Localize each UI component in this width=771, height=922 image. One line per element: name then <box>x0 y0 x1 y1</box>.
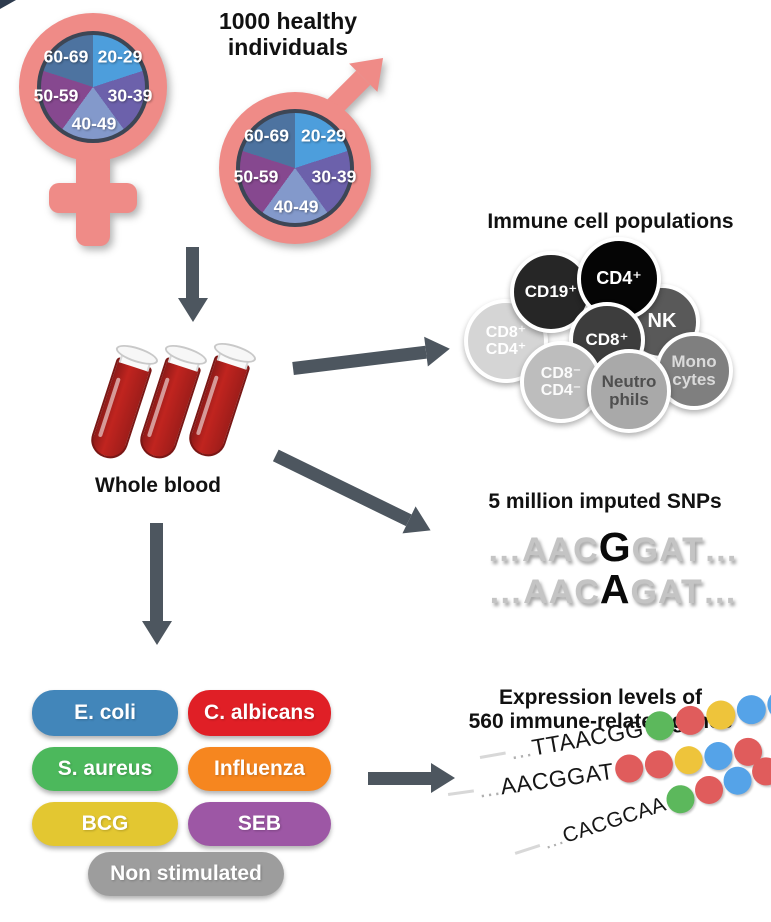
stimulus-pill-label: S. aureus <box>57 757 153 780</box>
snp-seq-suffix: GAT… <box>630 573 738 611</box>
snp-variant-allele: G <box>598 524 632 570</box>
stimulus-pill-label: Non stimulated <box>110 862 262 885</box>
age-group-label: 20-29 <box>301 125 346 146</box>
snp-variant-allele: A <box>599 566 631 612</box>
age-group-label: 50-59 <box>233 166 279 187</box>
stimulus-pill-label: Influenza <box>213 757 305 780</box>
immune-cell-neutrophils: Neutro phils <box>587 349 671 433</box>
expression-dot-red <box>673 703 708 738</box>
snp-seq-prefix: …AAC <box>488 573 600 611</box>
cell-label-line: CD4⁻ <box>540 382 582 399</box>
age-group-label: 40-49 <box>71 113 117 134</box>
cell-label-line: CD8⁺ <box>485 323 527 341</box>
cell-label-line: CD8⁺ <box>585 329 629 349</box>
cell-label-line: CD19⁺ <box>524 281 578 301</box>
age-group-label: 30-39 <box>311 166 357 187</box>
arrow-cohort-to-blood <box>178 247 208 322</box>
stimulus-pill-bcg: BCG <box>32 802 178 846</box>
female-symbol-stem <box>76 150 110 246</box>
immune-cells-title: Immune cell populations <box>487 210 734 233</box>
expression-dot-red <box>691 772 727 808</box>
expression-dot-red <box>613 752 646 785</box>
cell-label-line: Mono <box>671 351 717 371</box>
expression-dot-yellow <box>703 698 738 732</box>
stimulus-pill-c-albicans: C. albicans <box>188 690 331 736</box>
stimulus-pill-label: SEB <box>237 812 282 835</box>
stimulus-pill-seb: SEB <box>188 802 331 846</box>
arrow-blood-to-cells <box>291 333 452 383</box>
cohort-title: 1000 healthy individuals <box>178 8 398 61</box>
cohort-title-line2: individuals <box>227 34 349 61</box>
corner-artifact <box>0 0 16 9</box>
age-group-label: 20-29 <box>97 46 143 67</box>
snp-sequence-2: …AACAGAT… <box>448 566 771 613</box>
female-age-pie-chart: 20-29 30-39 40-49 50-59 60-69 <box>33 31 152 143</box>
arrow-blood-to-stimulations <box>142 523 172 645</box>
whole-blood-label: Whole blood <box>95 474 221 497</box>
male-age-pie-chart: 20-29 30-39 40-49 50-59 60-69 <box>233 109 357 227</box>
read-lead-line <box>479 751 506 759</box>
cohort-title-line1: 1000 healthy <box>218 8 358 34</box>
arrow-shaft <box>292 345 427 375</box>
expression-dot-blue <box>765 687 771 722</box>
cell-label-line: cytes <box>672 370 716 389</box>
expression-dot-green <box>663 781 699 817</box>
stimulus-pill-influenza: Influenza <box>188 747 331 791</box>
stimulus-pill-e-coli: E. coli <box>32 690 178 736</box>
expression-title-line1: Expression levels of <box>498 686 703 709</box>
male-symbol-ring <box>219 92 371 244</box>
cell-label-line: phils <box>609 390 649 409</box>
stimulus-pill-label: BCG <box>81 812 129 835</box>
expression-dot-yellow <box>673 744 705 776</box>
arrow-head <box>142 621 172 645</box>
stimulus-pill-label: C. albicans <box>204 701 315 724</box>
age-group-label: 60-69 <box>43 46 89 67</box>
snp-seq-suffix: GAT… <box>631 531 739 569</box>
arrow-head <box>431 763 455 793</box>
read-lead-line <box>514 843 541 855</box>
expression-dot-blue <box>734 692 769 727</box>
stimulus-pill-s-aureus: S. aureus <box>32 747 178 791</box>
arrow-blood-to-snps <box>269 442 438 544</box>
arrow-head <box>424 333 452 367</box>
arrow-shaft <box>150 523 164 621</box>
snps-title: 5 million imputed SNPs <box>488 490 722 513</box>
read-lead-line <box>447 788 474 796</box>
stimulus-pill-non-stimulated: Non stimulated <box>88 852 284 896</box>
arrow-head <box>178 298 208 322</box>
female-symbol-ring <box>19 13 167 161</box>
expression-dot-blue <box>702 740 735 772</box>
cell-label-line: NK <box>647 310 677 333</box>
age-group-label: 60-69 <box>244 125 289 146</box>
arrow-stimulations-to-expression <box>368 763 455 793</box>
arrow-shaft <box>368 771 431 785</box>
age-group-label: 40-49 <box>273 196 319 217</box>
cell-label-line: CD4⁺ <box>485 341 527 358</box>
male-arrow-shaft <box>310 70 371 131</box>
expression-dot-green <box>642 709 677 743</box>
female-symbol-crossbar <box>49 183 137 213</box>
arrow-shaft <box>273 449 412 526</box>
age-group-label: 50-59 <box>33 85 79 106</box>
age-group-label: 30-39 <box>107 85 153 106</box>
snp-sequence-1: …AACGGAT… <box>448 524 771 571</box>
cell-label-line: CD4⁺ <box>596 268 642 289</box>
read-sequence: CACGCAA <box>559 792 670 848</box>
stimulus-pill-label: E. coli <box>74 701 136 724</box>
arrow-shaft <box>186 247 200 298</box>
cell-label-line: CD8⁻ <box>540 364 582 382</box>
snp-seq-prefix: …AAC <box>487 531 599 569</box>
cell-label-line: Neutro <box>601 371 657 391</box>
expression-dot-red <box>643 748 676 781</box>
